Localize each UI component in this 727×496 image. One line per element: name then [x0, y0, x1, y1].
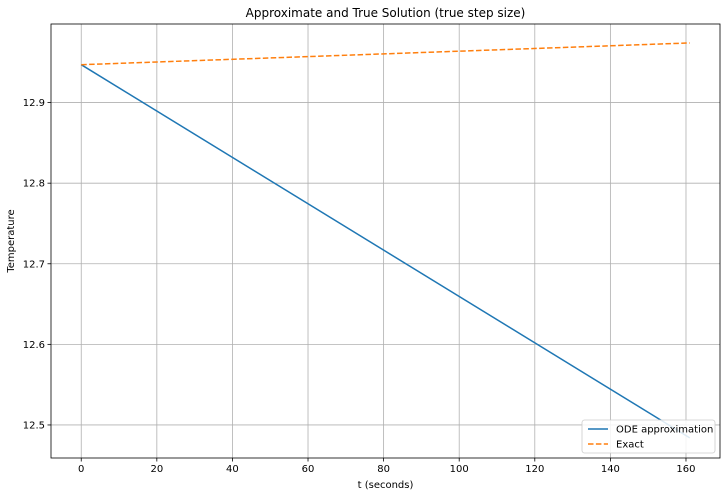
y-tick-label: 12.9: [23, 98, 45, 109]
series-lines: [80, 42, 691, 439]
y-axis: 12.5 12.6 12.7 12.8 12.9: [23, 98, 51, 431]
x-tick-label: 20: [150, 464, 163, 475]
y-axis-label: Temperature: [6, 209, 17, 273]
chart-title: Approximate and True Solution (true step…: [246, 6, 526, 20]
series-line-exact: [81, 42, 690, 66]
y-tick-label: 12.7: [23, 259, 45, 270]
x-tick-label: 120: [525, 464, 544, 475]
x-tick-label: 60: [302, 464, 315, 475]
legend: ODE approximation Exact: [581, 419, 716, 454]
x-tick-label: 140: [601, 464, 620, 475]
x-tick-label: 0: [78, 464, 84, 475]
x-axis-label: t (seconds): [358, 480, 414, 491]
x-tick-label: 100: [450, 464, 469, 475]
legend-entry: Exact: [616, 440, 644, 451]
x-tick-label: 40: [226, 464, 239, 475]
y-tick-label: 12.5: [23, 420, 45, 431]
y-tick-label: 12.8: [23, 179, 45, 190]
series-line-ode-approximation: [80, 64, 691, 439]
x-tick-label: 80: [377, 464, 390, 475]
y-tick-label: 12.6: [23, 340, 45, 351]
legend-box: [581, 419, 716, 454]
x-tick-label: 160: [676, 464, 695, 475]
plot-frame: [50, 23, 721, 459]
grid: [51, 24, 720, 458]
x-axis: 0 20 40 60 80 100 120 140 160: [78, 458, 696, 475]
legend-entry: ODE approximation: [616, 425, 713, 436]
